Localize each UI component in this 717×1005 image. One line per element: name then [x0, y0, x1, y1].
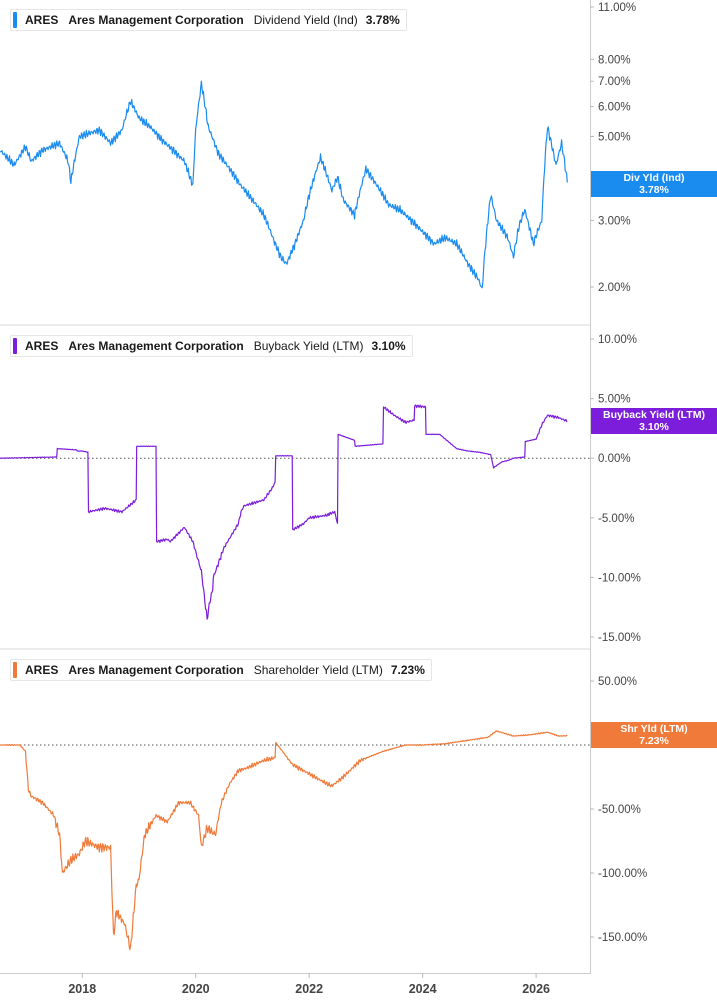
metric-value: 7.23% — [390, 663, 425, 677]
legend-buyback-yield[interactable]: ARES Ares Management Corporation Buyback… — [10, 335, 413, 357]
y-tick-label: 5.00% — [598, 394, 631, 406]
series-line — [0, 404, 568, 620]
metric-name: Shareholder Yield (LTM) — [253, 663, 383, 677]
metric-value: 3.78% — [365, 13, 400, 27]
panel-1: 10.00% 5.00% 0.00% -5.00% -10.00% -15.00% — [0, 334, 641, 644]
x-tick-label: 2020 — [182, 982, 210, 996]
badge-value: 3.10% — [639, 421, 669, 433]
y-tick-label: 10.00% — [598, 334, 637, 346]
y-tick-label: 3.00% — [598, 215, 631, 227]
y-tick-label: -150.00% — [598, 932, 647, 944]
y-tick-label: 8.00% — [598, 54, 631, 66]
metric-name: Buyback Yield (LTM) — [253, 339, 364, 353]
x-axis-ticks: 2018 2020 2022 2024 2026 — [68, 973, 550, 996]
x-tick-label: 2024 — [409, 982, 437, 996]
metric-name: Dividend Yield (Ind) — [253, 13, 358, 27]
current-value-badge-dividend: Div Yld (Ind) 3.78% — [591, 171, 717, 197]
metric-value: 3.10% — [371, 339, 406, 353]
series-line — [0, 730, 568, 951]
ticker-symbol: ARES — [25, 663, 59, 677]
panel-2: 50.00% -50.00% -100.00% -150.00% — [0, 676, 647, 951]
y-tick-label: 50.00% — [598, 676, 637, 688]
legend-shareholder-yield[interactable]: ARES Ares Management Corporation Shareho… — [10, 659, 432, 681]
current-value-badge-buyback: Buyback Yield (LTM) 3.10% — [591, 408, 717, 434]
series-color-swatch — [13, 338, 17, 354]
ticker-symbol: ARES — [25, 13, 59, 27]
y-tick-label: -50.00% — [598, 804, 641, 816]
badge-label: Div Yld (Ind) — [623, 172, 685, 184]
panel-0: 11.00% 8.00% 7.00% 6.00% 5.00% 3.00% 2.00% — [0, 2, 636, 294]
badge-value: 3.78% — [639, 184, 669, 196]
company-name: Ares Management Corporation — [68, 13, 244, 27]
ticker-symbol: ARES — [25, 339, 59, 353]
series-line — [0, 80, 568, 289]
y-tick-label: -5.00% — [598, 513, 634, 525]
y-tick-label: 5.00% — [598, 132, 631, 144]
y-tick-label: 2.00% — [598, 282, 631, 294]
y-tick-label: -15.00% — [598, 632, 641, 644]
badge-value: 7.23% — [639, 735, 669, 747]
x-tick-label: 2022 — [295, 982, 323, 996]
y-tick-label: 7.00% — [598, 76, 631, 88]
legend-dividend-yield[interactable]: ARES Ares Management Corporation Dividen… — [10, 9, 407, 31]
y-tick-label: 11.00% — [598, 2, 636, 14]
x-tick-label: 2018 — [68, 982, 96, 996]
badge-label: Buyback Yield (LTM) — [603, 409, 705, 421]
y-tick-label: -10.00% — [598, 572, 641, 584]
current-value-badge-shareholder: Shr Yld (LTM) 7.23% — [591, 722, 717, 748]
y-tick-label: 6.00% — [598, 102, 631, 114]
series-color-swatch — [13, 662, 17, 678]
series-color-swatch — [13, 12, 17, 28]
x-tick-label: 2026 — [522, 982, 550, 996]
chart-panels: 11.00% 8.00% 7.00% 6.00% 5.00% 3.00% 2.00% 10.0… — [0, 2, 647, 951]
y-tick-label: 0.00% — [598, 453, 631, 465]
badge-label: Shr Yld (LTM) — [620, 723, 688, 735]
company-name: Ares Management Corporation — [68, 339, 244, 353]
y-tick-label: -100.00% — [598, 868, 647, 880]
company-name: Ares Management Corporation — [68, 663, 244, 677]
